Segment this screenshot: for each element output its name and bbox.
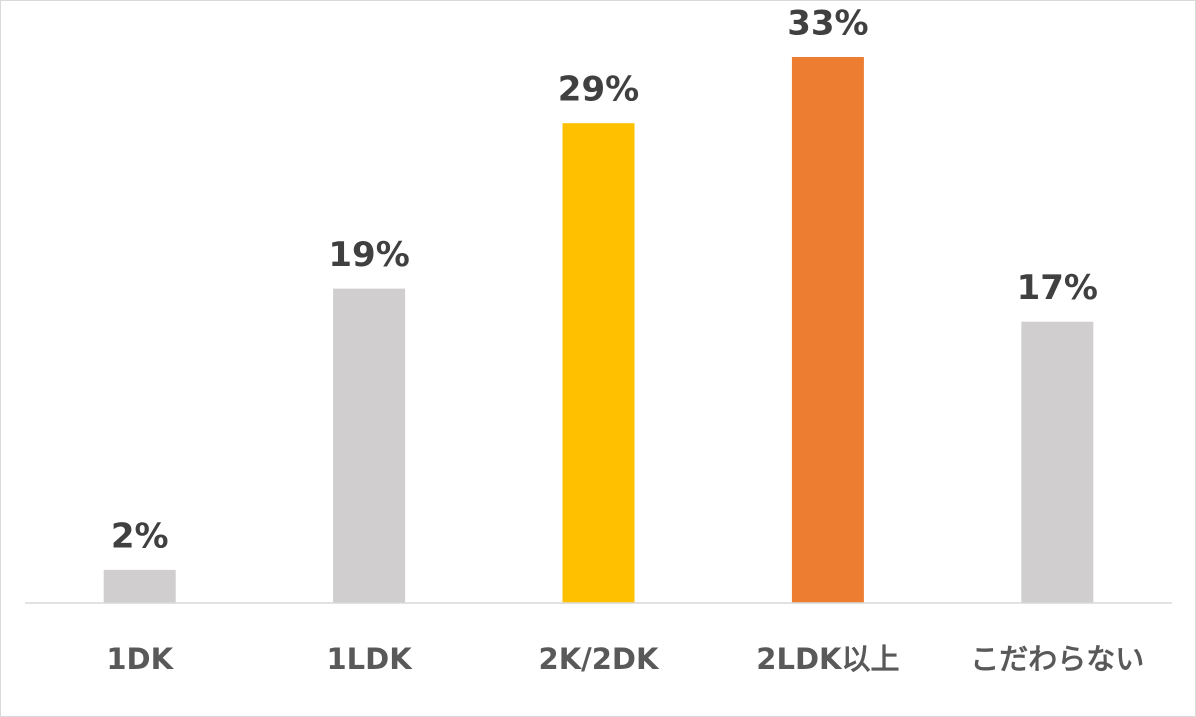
bar (791, 57, 864, 603)
bar (562, 123, 635, 603)
x-tick-label: 1DK (106, 642, 174, 676)
x-tick-label: 1LDK (326, 642, 413, 676)
x-tick-label: こだわらない (970, 642, 1144, 676)
data-label: 19% (328, 235, 409, 275)
x-tick-label: 2LDK以上 (756, 642, 899, 676)
data-label: 17% (1017, 268, 1098, 308)
bar (1021, 321, 1094, 603)
data-label: 33% (787, 4, 868, 44)
x-tick-label: 2K/2DK (539, 642, 660, 676)
bar (103, 569, 176, 603)
bar (333, 288, 406, 603)
data-label: 29% (558, 70, 639, 110)
data-label: 2% (111, 516, 169, 556)
